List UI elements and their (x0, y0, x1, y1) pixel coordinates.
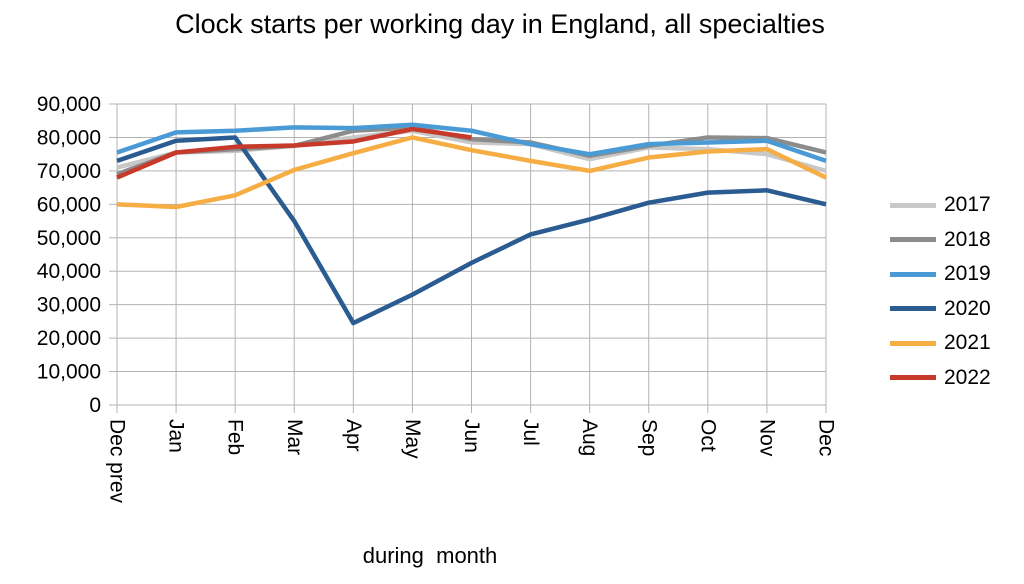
legend-item-2022: 2022 (890, 361, 991, 396)
x-tick-label: Aug (578, 419, 601, 456)
x-tick-label: Apr (342, 419, 365, 452)
y-tick-label: 20,000 (37, 327, 101, 350)
x-tick-label: Jul (519, 419, 542, 446)
x-tick-label: Jan (165, 419, 188, 453)
legend-label: 2021 (944, 331, 991, 355)
legend-item-2021: 2021 (890, 326, 991, 361)
series-line-2022 (116, 126, 472, 180)
x-tick-label: Sep (637, 419, 660, 456)
legend-swatch (890, 271, 936, 277)
x-tick-label: Feb (224, 419, 247, 455)
legend-swatch (890, 340, 936, 346)
x-tick-label: Jun (460, 419, 483, 453)
x-tick-label: Dec prev (106, 419, 129, 504)
axes (109, 103, 827, 413)
chart-title: Clock starts per working day in England,… (175, 9, 825, 39)
y-tick-label: 60,000 (37, 193, 101, 216)
legend-item-2019: 2019 (890, 257, 991, 292)
x-tick-label: May (401, 419, 424, 459)
y-tick-label: 10,000 (37, 361, 101, 384)
legend-item-2018: 2018 (890, 223, 991, 258)
series-line-2019 (116, 122, 827, 163)
legend-swatch (890, 202, 936, 208)
x-tick-labels: Dec prev Jan Feb Mar Apr May Jun Jul Aug Sep Oct No… (106, 419, 838, 504)
y-tick-label: 70,000 (37, 160, 101, 183)
y-tick-label: 50,000 (37, 227, 101, 250)
legend-label: 2022 (944, 365, 991, 389)
legend-label: 2018 (944, 227, 991, 251)
y-tick-label: 40,000 (37, 260, 101, 283)
series-line-2018 (116, 125, 827, 177)
series-lines (116, 122, 827, 326)
legend-label: 2020 (944, 296, 991, 320)
x-tick-label: Dec (815, 419, 838, 456)
legend-item-2020: 2020 (890, 292, 991, 327)
y-tick-label: 90,000 (37, 93, 101, 116)
legend-swatch (890, 306, 936, 312)
y-tick-label: 30,000 (37, 294, 101, 317)
x-tick-label: Mar (283, 419, 306, 455)
y-tick-label: 0 (89, 394, 101, 417)
x-tick-label: Nov (755, 419, 778, 457)
y-tick-label: 80,000 (37, 126, 101, 149)
legend: 2017 2018 2019 2020 2021 2022 (890, 188, 991, 395)
y-tick-labels: 0 10,000 20,000 30,000 40,000 50,000 60,000 70,… (37, 93, 101, 417)
legend-swatch (890, 375, 936, 381)
x-axis-label: during month (362, 543, 498, 568)
x-tick-label: Oct (696, 419, 719, 452)
legend-label: 2019 (944, 262, 991, 286)
legend-item-2017: 2017 (890, 188, 991, 223)
series-line-2021 (116, 135, 827, 210)
legend-label: 2017 (944, 193, 991, 217)
legend-swatch (890, 237, 936, 243)
series-line-2020 (116, 135, 827, 326)
